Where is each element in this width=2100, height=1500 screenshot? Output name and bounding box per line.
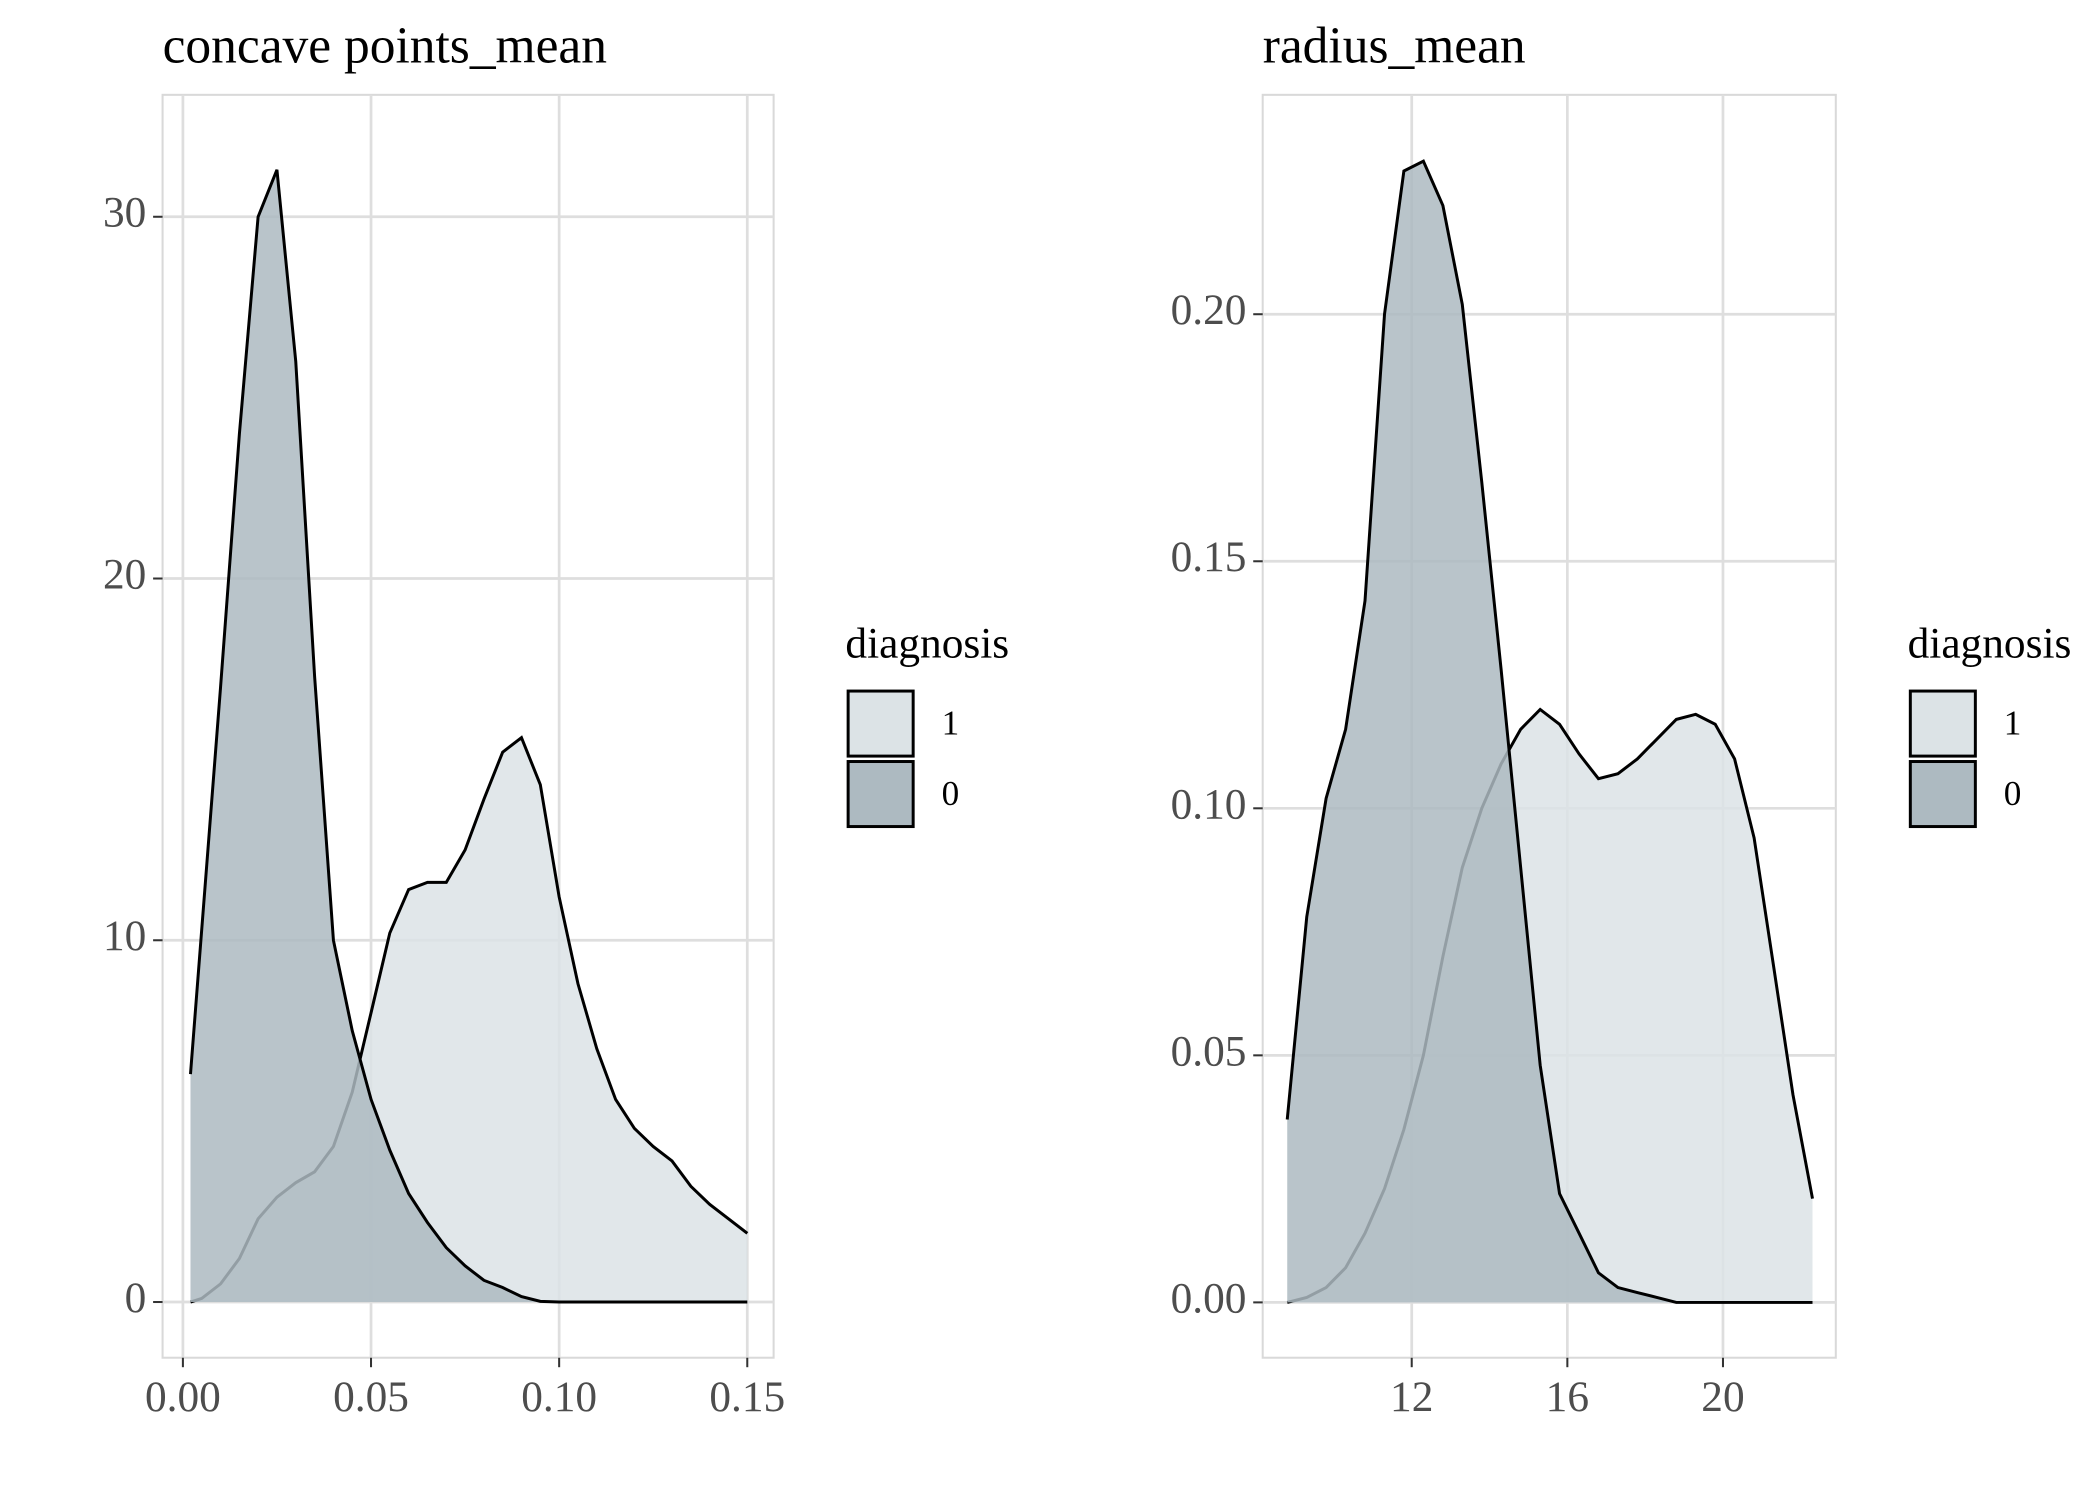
density-area [1287, 161, 1813, 1303]
x-tick-label: 20 [1701, 1373, 1744, 1421]
density-line [189, 169, 748, 1304]
y-tick-label: 0.10 [1171, 780, 1247, 828]
x-tick-label: 0.05 [333, 1373, 409, 1421]
y-tick-label: 0.05 [1171, 1027, 1247, 1075]
y-tick-label: 0 [125, 1274, 147, 1322]
legend-key [846, 760, 915, 829]
density-line [1285, 159, 1813, 1304]
legend-key [1908, 760, 1977, 829]
legend-label: 0 [942, 774, 960, 813]
legend-title: diagnosis [1908, 620, 2072, 668]
y-tick-label: 30 [103, 189, 146, 237]
y-tick-label: 0.15 [1171, 533, 1247, 581]
chart-title: concave points_mean [163, 17, 607, 74]
y-tick-label: 0.20 [1171, 286, 1247, 334]
x-tick-label: 16 [1546, 1373, 1589, 1421]
chart-title: radius_mean [1263, 17, 1526, 74]
legend-label: 1 [942, 703, 960, 742]
x-tick-label: 0.00 [145, 1373, 221, 1421]
y-tick-label: 20 [103, 550, 146, 598]
legend-label: 1 [2004, 703, 2022, 742]
x-tick-label: 0.10 [521, 1373, 597, 1421]
legend-key [1908, 689, 1977, 758]
legend-title: diagnosis [845, 620, 1009, 668]
y-tick-label: 0.00 [1171, 1274, 1247, 1322]
x-tick-label: 12 [1390, 1373, 1433, 1421]
y-tick-label: 10 [103, 912, 146, 960]
legend-label: 0 [2004, 774, 2022, 813]
x-tick-label: 0.15 [709, 1373, 785, 1421]
density-area [190, 169, 748, 1303]
legend-key [846, 689, 915, 758]
